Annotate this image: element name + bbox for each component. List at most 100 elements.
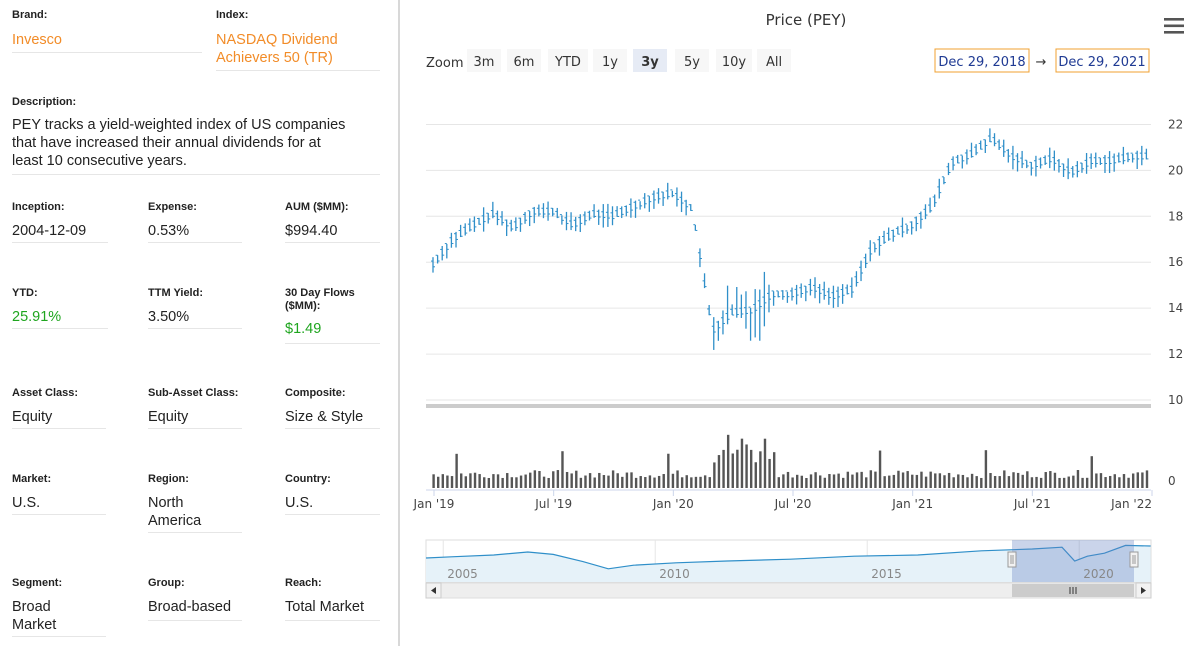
ohlc-bar (697, 248, 702, 268)
volume-bar (906, 471, 909, 488)
ohlc-bar (1047, 147, 1052, 169)
zoom-button-1y[interactable]: 1y (593, 49, 627, 72)
range-from-input[interactable]: Dec 29, 2018 (934, 48, 1030, 73)
volume-bar (805, 477, 808, 488)
ohlc-bar (905, 223, 910, 234)
panel-divider (398, 0, 400, 646)
ohlc-bar (1033, 155, 1038, 177)
volume-bar (676, 470, 679, 488)
volume-bar (575, 470, 578, 488)
volume-bar (547, 477, 550, 488)
ohlc-bar (730, 304, 735, 316)
description-field: Description: PEY tracks a yield-weighted… (12, 96, 380, 175)
scroll-left-button[interactable] (425, 582, 442, 599)
ohlc-bar (1093, 152, 1098, 168)
zoom-button-label: YTD (554, 55, 581, 70)
zoom-button-10y[interactable]: 10y (716, 49, 752, 72)
group-label: Group: (148, 577, 185, 589)
sub-asset-class-value: Equity (148, 409, 189, 425)
price-gridlines (426, 123, 1151, 401)
volume-bar (1003, 470, 1006, 488)
volume-bar (680, 477, 684, 488)
zoom-button-5y[interactable]: 5y (675, 49, 709, 72)
ohlc-bar (863, 253, 868, 269)
ohlc-bar (615, 206, 620, 217)
ttm-yield-value: 3.50% (148, 309, 190, 325)
volume-bar (607, 475, 610, 488)
volume-bar (496, 474, 500, 488)
volume-bar (515, 477, 518, 488)
ohlc-bar (1107, 151, 1112, 174)
navigator-scrollbar[interactable] (425, 582, 1152, 599)
price-ohlc-series[interactable] (431, 128, 1149, 350)
volume-bar (653, 477, 656, 488)
range-to-input[interactable]: Dec 29, 2021 (1055, 48, 1150, 73)
navigator[interactable]: 2005 2010 2015 2020 (425, 539, 1152, 583)
expense-field: Expense: 0.53% (148, 201, 242, 243)
volume-bar (819, 475, 822, 488)
navigator-area (426, 545, 1151, 582)
ohlc-bar (831, 285, 836, 308)
ohlc-bar (900, 217, 905, 238)
brand-value[interactable]: Invesco (12, 32, 62, 48)
ohlc-bar (633, 200, 638, 218)
zoom-button-ytd[interactable]: YTD (548, 49, 588, 72)
pane-separator[interactable] (426, 404, 1151, 408)
ohlc-bar (955, 154, 960, 164)
market-value: U.S. (12, 495, 41, 511)
volume-bar (998, 476, 1001, 488)
zoom-button-3y[interactable]: 3y (633, 49, 667, 72)
navigator-tick-label: 2020 (1083, 567, 1114, 581)
volume-bar (929, 471, 932, 488)
volume-bar (717, 455, 721, 488)
volume-bar (786, 471, 790, 488)
hamburger-menu-icon[interactable] (1164, 18, 1184, 34)
ohlc-bar (794, 284, 799, 305)
volume-bar (694, 476, 698, 488)
ohlc-bar (1102, 154, 1107, 174)
ohlc-bar (661, 191, 666, 206)
flows-label: 30 Day Flows ($MM): (285, 287, 355, 312)
ohlc-bar (592, 204, 597, 218)
index-label: Index: (216, 9, 249, 21)
ohlc-bar (642, 193, 647, 209)
ohlc-bar (624, 205, 629, 217)
ohlc-bar (725, 285, 730, 325)
ohlc-bar (909, 221, 914, 235)
price-tick-label: 10 (1168, 393, 1183, 407)
navigator-handle-left[interactable] (1007, 551, 1017, 568)
volume-bar (441, 474, 445, 488)
volume-bar (510, 477, 514, 488)
zoom-button-6m[interactable]: 6m (507, 49, 541, 72)
navigator-handle-right[interactable] (1129, 551, 1139, 568)
ohlc-bar (1061, 163, 1066, 177)
ohlc-bar (688, 204, 693, 211)
ohlc-bar (946, 162, 951, 176)
scroll-right-button[interactable] (1135, 582, 1152, 599)
volume-bar (1044, 472, 1047, 488)
ohlc-bar (665, 182, 670, 200)
index-value-line1: NASDAQ Dividend (216, 32, 338, 48)
ohlc-bar (872, 242, 877, 253)
ohlc-bar (523, 211, 528, 224)
volume-bar (487, 477, 491, 488)
zoom-button-all[interactable]: All (757, 49, 791, 72)
ohlc-bar (1038, 157, 1043, 169)
ohlc-bar (1066, 158, 1071, 180)
time-tick-label: Jan '19 (413, 497, 455, 511)
volume-bar (855, 472, 859, 488)
volume-bar (1122, 474, 1126, 488)
volume-bar (740, 438, 744, 488)
ytd-field: YTD: 25.91% (12, 287, 108, 329)
navigator-selection[interactable] (1012, 540, 1134, 582)
volume-bar (469, 473, 472, 488)
ohlc-bar (813, 277, 818, 299)
expense-value: 0.53% (148, 223, 190, 239)
volume-bar (446, 475, 449, 488)
ohlc-bar (1130, 152, 1135, 163)
ohlc-bar (495, 210, 500, 226)
index-value[interactable]: NASDAQ Dividend Achievers 50 (TR) (216, 31, 380, 67)
volume-bar (1016, 472, 1020, 488)
volume-series[interactable] (432, 434, 1149, 488)
zoom-button-3m[interactable]: 3m (467, 49, 501, 72)
